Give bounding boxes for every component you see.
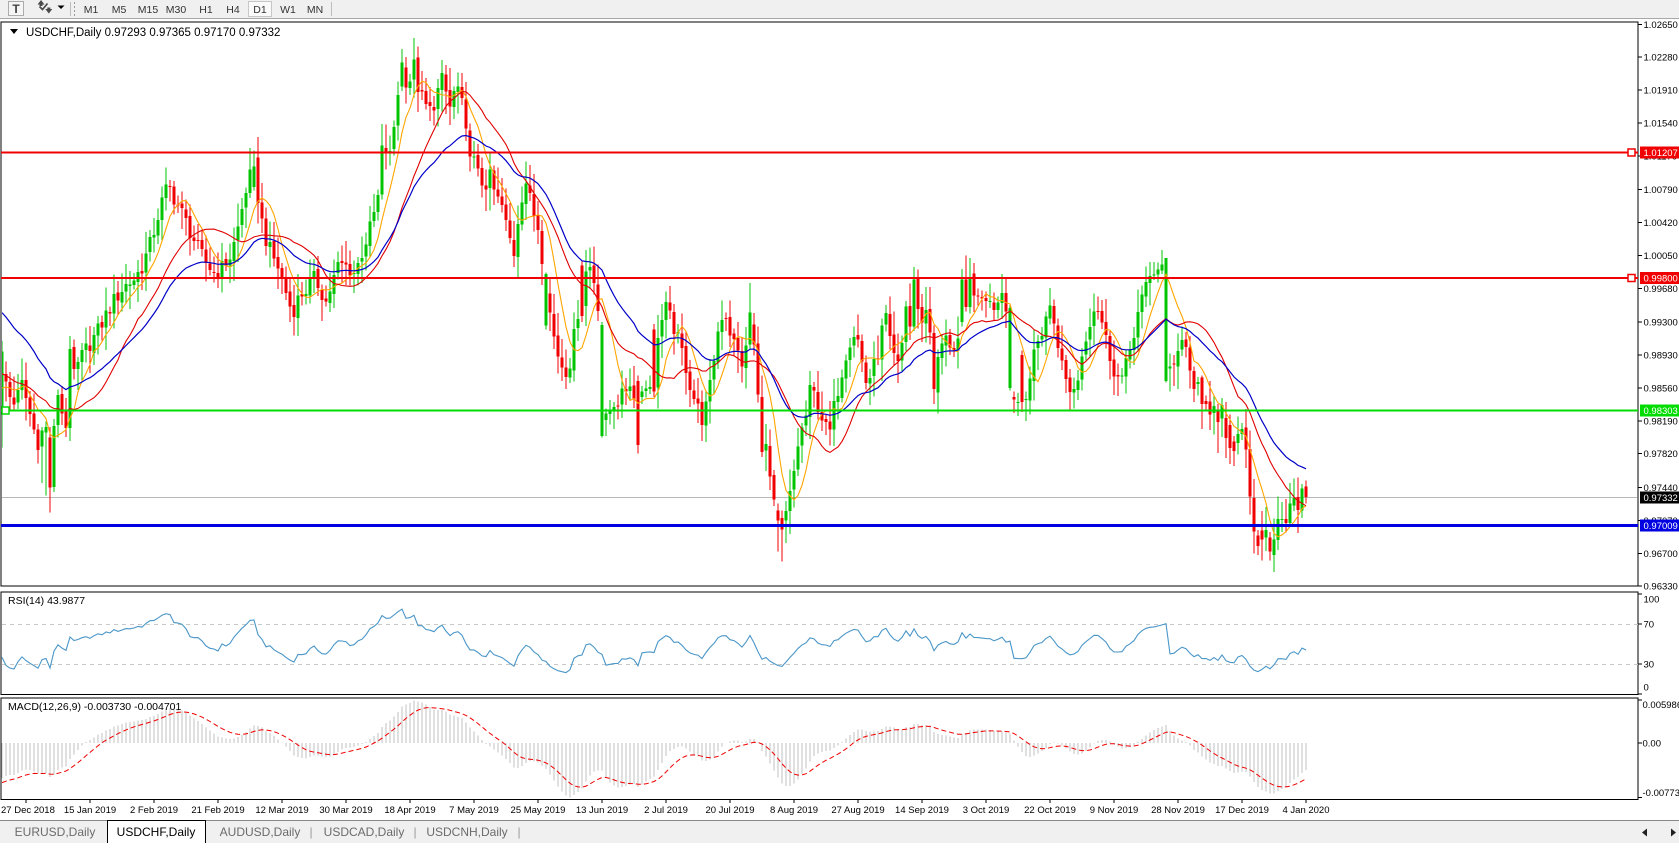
svg-text:M30: M30	[166, 4, 187, 16]
svg-text:22 Oct 2019: 22 Oct 2019	[1024, 805, 1076, 816]
svg-text:0.98190: 0.98190	[1644, 416, 1678, 427]
svg-text:14 Sep 2019: 14 Sep 2019	[895, 805, 949, 816]
svg-text:USDCHF,Daily 0.97293 0.97365: USDCHF,Daily 0.97293 0.97365 0.97170 0.9…	[26, 27, 280, 39]
svg-text:EURUSD,Daily: EURUSD,Daily	[15, 825, 96, 839]
svg-text:0.00: 0.00	[1643, 738, 1662, 749]
svg-text:12 Mar 2019: 12 Mar 2019	[255, 805, 308, 816]
svg-text:30: 30	[1644, 660, 1655, 671]
svg-text:1.01207: 1.01207	[1644, 148, 1678, 159]
svg-text:M15: M15	[138, 4, 159, 16]
svg-text:T: T	[12, 2, 20, 16]
svg-text:20 Jul 2019: 20 Jul 2019	[705, 805, 754, 816]
svg-text:0.97009: 0.97009	[1644, 521, 1678, 532]
svg-text:M5: M5	[112, 4, 127, 16]
svg-text:W1: W1	[280, 4, 296, 16]
svg-text:8 Aug 2019: 8 Aug 2019	[770, 805, 818, 816]
svg-text:USDCAD,Daily: USDCAD,Daily	[324, 825, 405, 839]
svg-text:H1: H1	[199, 4, 213, 16]
svg-text:M1: M1	[84, 4, 99, 16]
svg-text:MACD(12,26,9) -0.003730 -0.004: MACD(12,26,9) -0.003730 -0.004701	[8, 701, 182, 713]
svg-text:1.00790: 1.00790	[1644, 185, 1678, 196]
svg-text:AUDUSD,Daily: AUDUSD,Daily	[220, 825, 301, 839]
svg-text:USDCNH,Daily: USDCNH,Daily	[426, 825, 507, 839]
svg-text:25 May 2019: 25 May 2019	[511, 805, 566, 816]
svg-text:27 Dec 2018: 27 Dec 2018	[1, 805, 55, 816]
svg-text:4 Jan 2020: 4 Jan 2020	[1282, 805, 1329, 816]
svg-text:0.98930: 0.98930	[1644, 351, 1678, 362]
svg-text:70: 70	[1644, 620, 1655, 631]
svg-text:30 Mar 2019: 30 Mar 2019	[319, 805, 372, 816]
svg-text:0.98560: 0.98560	[1644, 384, 1678, 395]
svg-text:0.97820: 0.97820	[1644, 449, 1678, 460]
svg-text:0.99680: 0.99680	[1644, 284, 1678, 295]
svg-text:|: |	[309, 825, 312, 839]
svg-text:D1: D1	[253, 4, 267, 16]
svg-text:2 Feb 2019: 2 Feb 2019	[130, 805, 178, 816]
svg-text:0.96700: 0.96700	[1644, 549, 1678, 560]
svg-text:3 Oct 2019: 3 Oct 2019	[963, 805, 1009, 816]
svg-text:0: 0	[1644, 683, 1649, 694]
svg-text:1.02280: 1.02280	[1644, 53, 1678, 64]
svg-text:100: 100	[1644, 595, 1660, 606]
svg-text:MN: MN	[307, 4, 323, 16]
svg-text:1.00420: 1.00420	[1644, 218, 1678, 229]
svg-text:|: |	[517, 825, 520, 839]
svg-text:27 Aug 2019: 27 Aug 2019	[831, 805, 884, 816]
svg-text:2 Jul 2019: 2 Jul 2019	[644, 805, 688, 816]
svg-text:0.99300: 0.99300	[1644, 318, 1678, 329]
svg-text:18 Apr 2019: 18 Apr 2019	[384, 805, 435, 816]
svg-text:0.97332: 0.97332	[1644, 493, 1678, 504]
svg-text:0.98303: 0.98303	[1644, 406, 1678, 417]
svg-text:1.00050: 1.00050	[1644, 251, 1678, 262]
svg-text:9 Nov 2019: 9 Nov 2019	[1090, 805, 1139, 816]
svg-text:28 Nov 2019: 28 Nov 2019	[1151, 805, 1205, 816]
svg-text:0.005986: 0.005986	[1643, 700, 1679, 711]
svg-text:0.99800: 0.99800	[1644, 274, 1678, 285]
svg-text:|: |	[413, 825, 416, 839]
svg-text:21 Feb 2019: 21 Feb 2019	[191, 805, 244, 816]
svg-text:1.01540: 1.01540	[1644, 119, 1678, 130]
svg-text:H4: H4	[226, 4, 240, 16]
svg-text:17 Dec 2019: 17 Dec 2019	[1215, 805, 1269, 816]
svg-text:1.02650: 1.02650	[1644, 20, 1678, 31]
svg-text:15 Jan 2019: 15 Jan 2019	[64, 805, 116, 816]
svg-text:RSI(14) 43.9877: RSI(14) 43.9877	[8, 595, 85, 607]
svg-text:USDCHF,Daily: USDCHF,Daily	[117, 825, 196, 839]
svg-text:0.96330: 0.96330	[1644, 582, 1678, 593]
svg-text:13 Jun 2019: 13 Jun 2019	[576, 805, 628, 816]
svg-text:7 May 2019: 7 May 2019	[449, 805, 499, 816]
svg-text:1.01910: 1.01910	[1644, 86, 1678, 97]
